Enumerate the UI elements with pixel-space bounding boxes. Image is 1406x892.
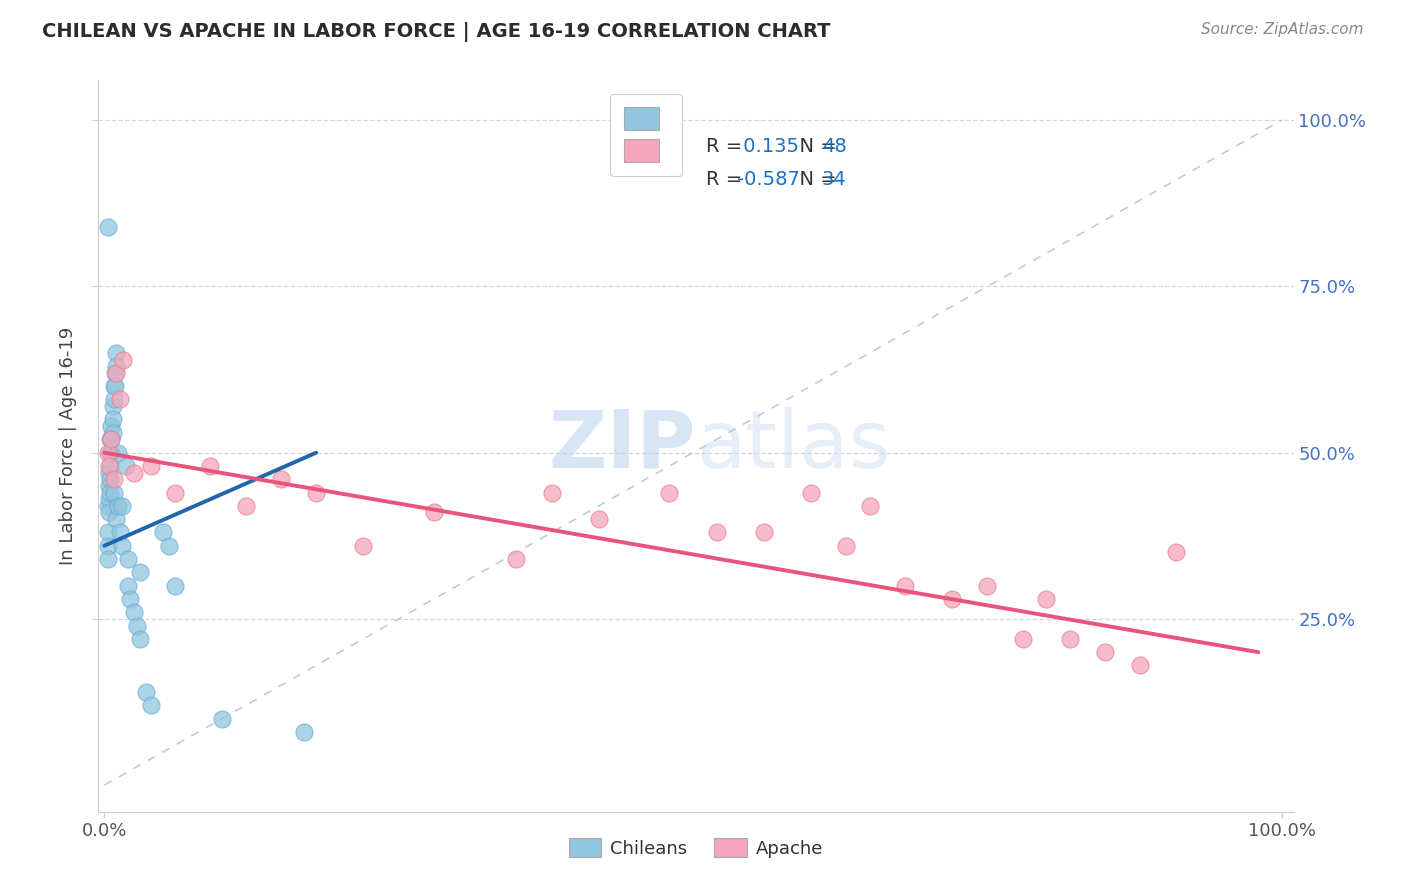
Point xyxy=(305,485,328,500)
Text: N =: N = xyxy=(786,169,842,188)
Text: atlas: atlas xyxy=(696,407,890,485)
Point xyxy=(107,499,129,513)
Text: ZIP: ZIP xyxy=(548,407,696,485)
Point xyxy=(100,433,122,447)
Point xyxy=(157,539,180,553)
Point xyxy=(98,458,121,473)
Point xyxy=(128,566,150,580)
Point xyxy=(105,366,128,380)
Text: R =: R = xyxy=(706,136,749,156)
Point xyxy=(105,346,128,360)
Point xyxy=(706,525,728,540)
Point xyxy=(941,591,963,606)
Point xyxy=(141,458,163,473)
Point xyxy=(800,485,823,500)
Point xyxy=(894,579,917,593)
Point xyxy=(1035,591,1057,606)
Point xyxy=(134,685,156,699)
Point xyxy=(163,579,186,593)
Point xyxy=(98,445,121,459)
Point xyxy=(835,539,858,553)
Point xyxy=(105,359,128,374)
Point xyxy=(117,552,139,566)
Point xyxy=(122,605,145,619)
Text: R =: R = xyxy=(706,169,749,188)
Legend: Chileans, Apache: Chileans, Apache xyxy=(561,831,831,865)
Point xyxy=(658,485,681,500)
Point xyxy=(152,525,174,540)
Point xyxy=(141,698,163,713)
Text: 0.135: 0.135 xyxy=(737,136,800,156)
Point xyxy=(97,539,120,553)
Point xyxy=(97,525,120,540)
Y-axis label: In Labor Force | Age 16-19: In Labor Force | Age 16-19 xyxy=(59,326,77,566)
Point xyxy=(98,485,121,500)
Point xyxy=(103,392,125,407)
Point xyxy=(104,366,127,380)
Point xyxy=(104,379,127,393)
Text: CHILEAN VS APACHE IN LABOR FORCE | AGE 16-19 CORRELATION CHART: CHILEAN VS APACHE IN LABOR FORCE | AGE 1… xyxy=(42,22,831,42)
Point xyxy=(103,485,125,500)
Point xyxy=(120,591,142,606)
Point xyxy=(859,499,882,513)
Point xyxy=(98,466,121,480)
Text: 48: 48 xyxy=(821,136,846,156)
Text: N =: N = xyxy=(786,136,842,156)
Point xyxy=(97,552,120,566)
Point xyxy=(1059,632,1081,646)
Point xyxy=(117,579,139,593)
Point xyxy=(423,506,446,520)
Point xyxy=(97,219,120,234)
Point xyxy=(100,433,122,447)
Point xyxy=(98,458,121,473)
Point xyxy=(101,399,124,413)
Point xyxy=(101,412,124,426)
Point xyxy=(200,458,222,473)
Point xyxy=(505,552,527,566)
Point xyxy=(294,725,316,739)
Point xyxy=(112,352,135,367)
Point xyxy=(976,579,998,593)
Point xyxy=(128,632,150,646)
Point xyxy=(163,485,186,500)
Point xyxy=(1129,658,1152,673)
Point xyxy=(103,472,125,486)
Text: 34: 34 xyxy=(821,169,846,188)
Point xyxy=(211,712,233,726)
Point xyxy=(127,618,149,632)
Point xyxy=(98,506,121,520)
Point xyxy=(97,499,120,513)
Point xyxy=(103,379,125,393)
Point xyxy=(97,445,120,459)
Point xyxy=(108,392,131,407)
Point xyxy=(122,466,145,480)
Point xyxy=(752,525,775,540)
Point xyxy=(1094,645,1116,659)
Point xyxy=(100,445,122,459)
Point xyxy=(107,445,129,459)
Point xyxy=(540,485,562,500)
Point xyxy=(1011,632,1033,646)
Point xyxy=(98,492,121,507)
Text: Source: ZipAtlas.com: Source: ZipAtlas.com xyxy=(1201,22,1364,37)
Point xyxy=(98,479,121,493)
Point xyxy=(100,419,122,434)
Point xyxy=(352,539,374,553)
Point xyxy=(108,525,131,540)
Point xyxy=(588,512,610,526)
Point xyxy=(111,539,134,553)
Point xyxy=(270,472,292,486)
Point xyxy=(98,472,121,486)
Point xyxy=(101,425,124,440)
Point xyxy=(111,499,134,513)
Point xyxy=(1164,545,1187,559)
Point xyxy=(235,499,257,513)
Point xyxy=(98,433,121,447)
Point xyxy=(114,458,136,473)
Text: -0.587: -0.587 xyxy=(737,169,800,188)
Point xyxy=(105,512,128,526)
